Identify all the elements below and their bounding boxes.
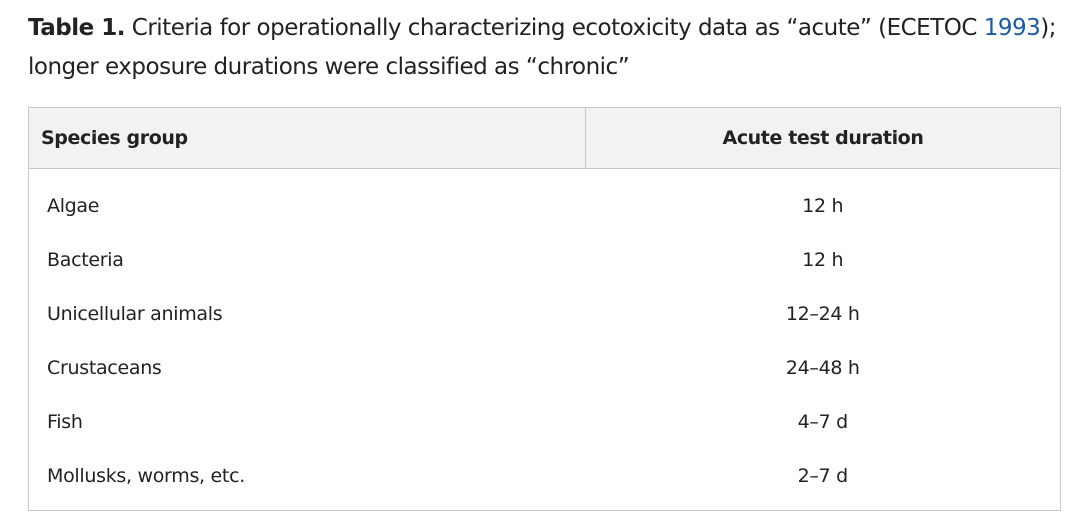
table-row: Fish 4–7 d bbox=[29, 395, 1060, 449]
table-row: Algae 12 h bbox=[29, 179, 1060, 233]
duration-cell: 24–48 h bbox=[785, 356, 860, 379]
header-species-group: Species group bbox=[29, 108, 586, 169]
species-cell: Crustaceans bbox=[47, 356, 162, 379]
caption-text: Criteria for operationally characterizin… bbox=[124, 15, 984, 41]
table-row: Unicellular animals 12–24 h bbox=[29, 287, 1060, 341]
duration-cell: 12 h bbox=[802, 194, 844, 217]
table-row: Crustaceans 24–48 h bbox=[29, 341, 1060, 395]
caption-line-2: longer exposure durations were classifie… bbox=[28, 54, 630, 80]
species-cell: Algae bbox=[47, 194, 100, 217]
duration-cell: 4–7 d bbox=[797, 410, 849, 433]
citation-link[interactable]: 1993 bbox=[983, 15, 1041, 41]
duration-cell: 2–7 d bbox=[797, 464, 849, 487]
criteria-table: Species group Acute test duration Algae … bbox=[28, 107, 1061, 511]
caption-text-end: ); bbox=[1040, 15, 1056, 41]
table-body: Algae 12 h Bacteria 12 h Unicellular ani… bbox=[29, 168, 1060, 503]
species-cell: Fish bbox=[47, 410, 83, 433]
species-cell: Unicellular animals bbox=[47, 302, 223, 325]
duration-cell: 12 h bbox=[802, 248, 844, 271]
table-caption: Table 1. Criteria for operationally char… bbox=[28, 9, 1058, 87]
header-row: Species group Acute test duration bbox=[29, 108, 1060, 169]
header-acute-test-duration: Acute test duration bbox=[585, 108, 1060, 169]
table-header: Species group Acute test duration bbox=[29, 108, 1060, 169]
spacer-cell bbox=[29, 168, 1060, 179]
table-label: Table 1. bbox=[28, 15, 125, 41]
table-row: Bacteria 12 h bbox=[29, 233, 1060, 287]
duration-cell: 12–24 h bbox=[785, 302, 860, 325]
species-cell: Bacteria bbox=[47, 248, 124, 271]
species-cell: Mollusks, worms, etc. bbox=[47, 464, 245, 487]
body-spacer bbox=[29, 168, 1060, 179]
table-row: Mollusks, worms, etc. 2–7 d bbox=[29, 449, 1060, 503]
data-table: Species group Acute test duration Algae … bbox=[29, 108, 1060, 503]
